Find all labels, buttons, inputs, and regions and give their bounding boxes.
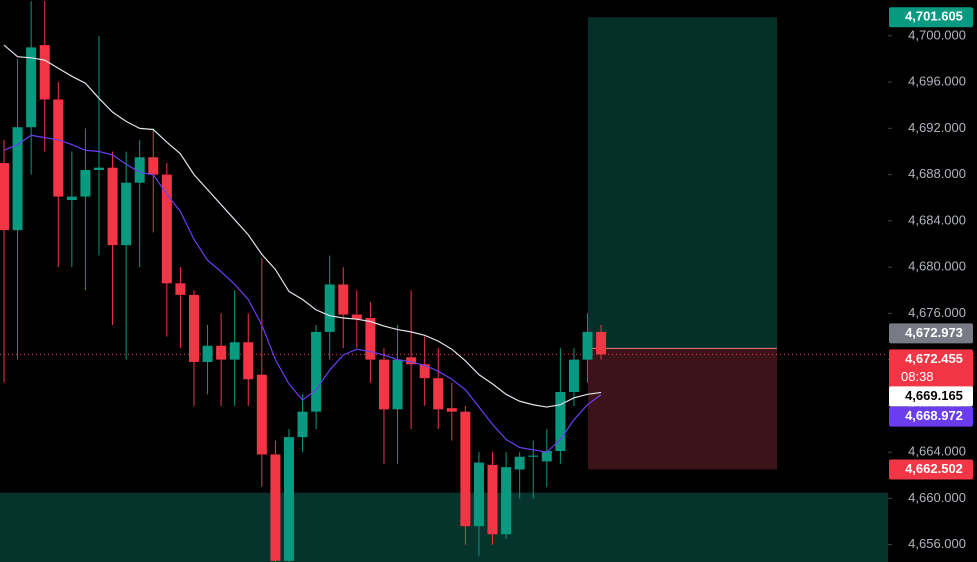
candle-body	[473, 462, 484, 527]
price-tag	[889, 406, 973, 427]
candle-body	[216, 345, 227, 360]
candle-body	[80, 169, 91, 197]
candle-body	[487, 464, 498, 535]
candle-body	[175, 283, 186, 295]
candle-body	[26, 47, 37, 128]
candle-body	[148, 157, 159, 175]
y-tick-label: 4,688.000	[908, 166, 966, 181]
candle-body	[514, 456, 525, 470]
candle-body	[283, 437, 294, 561]
candle-body	[188, 294, 199, 362]
candle-body	[93, 167, 104, 170]
candle-body	[39, 45, 50, 100]
candle-body	[351, 314, 362, 320]
zone	[0, 492, 888, 562]
price-tag-label: 4,672.973	[905, 325, 963, 340]
price-tag-label: 4,701.605	[905, 9, 963, 24]
candle-body	[107, 167, 118, 246]
candle-body	[297, 411, 308, 438]
candle-body	[446, 408, 457, 412]
y-tick-label: 4,684.000	[908, 212, 966, 227]
y-tick-label: 4,676.000	[908, 305, 966, 320]
candle-body	[0, 163, 9, 231]
candle-body	[433, 378, 444, 410]
price-tag-label: 4,668.972	[905, 408, 963, 423]
price-tag	[889, 349, 973, 390]
target-box	[588, 17, 777, 349]
stop-box	[588, 348, 777, 470]
price-tag	[889, 386, 973, 407]
price-tag	[889, 7, 973, 28]
y-tick-label: 4,656.000	[908, 536, 966, 551]
candle-body	[378, 359, 389, 410]
candle-body	[338, 284, 349, 315]
y-tick-label: 4,660.000	[908, 490, 966, 505]
candle-body	[460, 411, 471, 527]
price-tag-label: 4,662.502	[905, 461, 963, 476]
candle-body	[229, 342, 240, 360]
candle-body	[12, 127, 23, 231]
candle-body	[256, 374, 267, 455]
candle-body	[541, 450, 552, 462]
candle-body	[311, 331, 322, 412]
candle-body	[66, 196, 77, 201]
price-tag	[889, 459, 973, 480]
candle-body	[596, 331, 607, 355]
candle-body	[568, 359, 579, 393]
y-tick-label: 4,700.000	[908, 27, 966, 42]
countdown: 08:38	[901, 369, 934, 384]
y-tick-label: 4,680.000	[908, 259, 966, 274]
price-tag-label: 4,672.455	[905, 351, 963, 366]
y-tick-label: 4,696.000	[908, 74, 966, 89]
candle-body	[121, 182, 132, 246]
candle-body	[555, 392, 566, 451]
moving-average	[3, 44, 602, 408]
candle-body	[406, 357, 417, 365]
candle-body	[134, 157, 145, 183]
candle-body	[582, 331, 593, 360]
y-tick-label: 4,692.000	[908, 120, 966, 135]
candle-body	[161, 174, 172, 284]
y-tick-label: 4,664.000	[908, 444, 966, 459]
candle-body	[528, 455, 539, 457]
candle-body	[419, 364, 430, 379]
candle-body	[365, 318, 376, 360]
candle-body	[53, 99, 64, 197]
candle-body	[501, 467, 512, 535]
candle-body	[243, 342, 254, 380]
candle-body	[324, 284, 335, 332]
candle-body	[392, 359, 403, 410]
price-tag	[889, 323, 973, 344]
price-tag-label: 4,669.165	[905, 388, 963, 403]
candle-body	[202, 345, 213, 362]
candle-body	[270, 454, 281, 561]
moving-average	[3, 134, 602, 453]
